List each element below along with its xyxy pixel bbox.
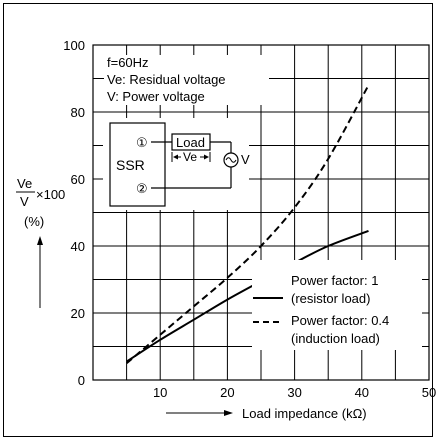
y-tick-label: 100 bbox=[63, 38, 85, 53]
y-axis-label: Ve V ×100 (%) bbox=[16, 176, 65, 308]
plot-area-border bbox=[92, 44, 430, 381]
tick-labels: 10 20 30 40 50 0 20 40 60 80 100 bbox=[63, 38, 436, 400]
terminal-1-label: ① bbox=[136, 135, 148, 150]
x-tick-label: 10 bbox=[153, 385, 167, 400]
x-axis-label: Load impedance (kΩ) bbox=[166, 406, 367, 421]
ve-arrow-left-head bbox=[173, 154, 178, 160]
x-tick-label: 40 bbox=[355, 385, 369, 400]
ssr-label: SSR bbox=[116, 157, 145, 173]
inset-circuit-diagram: SSR ① ② Load V Ve bbox=[103, 118, 250, 210]
annotation-frequency: f=60Hz bbox=[107, 55, 149, 70]
y-tick-label: 20 bbox=[71, 306, 85, 321]
annotation-v-definition: V: Power voltage bbox=[107, 89, 205, 104]
y-tick-label: 0 bbox=[78, 373, 85, 388]
y-label-numerator: Ve bbox=[17, 176, 32, 191]
legend-induction-line1: Power factor: 0.4 bbox=[291, 313, 389, 328]
x-tick-label: 20 bbox=[220, 385, 234, 400]
source-label: V bbox=[241, 152, 250, 167]
series-line-resistor bbox=[126, 229, 369, 363]
load-label: Load bbox=[176, 135, 205, 150]
legend-resistor-line2: (resistor load) bbox=[291, 291, 370, 306]
annotation-box bbox=[104, 55, 269, 105]
y-tick-label: 60 bbox=[71, 172, 85, 187]
y-label-up-arrow-head bbox=[37, 236, 43, 245]
ve-label: Ve bbox=[183, 150, 197, 164]
ve-arrow-right-head bbox=[204, 154, 209, 160]
terminal-2-label: ② bbox=[136, 181, 148, 196]
ac-sine-icon bbox=[225, 157, 237, 163]
x-label-right-arrow-head bbox=[224, 410, 233, 416]
y-label-multiplier: ×100 bbox=[36, 187, 65, 202]
annotation-ve-definition: Ve: Residual voltage bbox=[107, 72, 226, 87]
y-label-unit: (%) bbox=[24, 214, 44, 229]
legend: Power factor: 1 (resistor load) Power fa… bbox=[252, 260, 422, 350]
x-label-text: Load impedance (kΩ) bbox=[242, 406, 367, 421]
ssr-box bbox=[109, 122, 166, 207]
x-tick-label: 30 bbox=[287, 385, 301, 400]
y-tick-label: 40 bbox=[71, 239, 85, 254]
legend-background bbox=[252, 260, 422, 350]
legend-resistor-line1: Power factor: 1 bbox=[291, 273, 378, 288]
y-label-denominator: V bbox=[20, 194, 29, 209]
x-tick-label: 50 bbox=[422, 385, 436, 400]
series-group bbox=[125, 84, 370, 365]
series-line-induction bbox=[125, 84, 370, 365]
legend-induction-line2: (induction load) bbox=[291, 331, 380, 346]
y-tick-label: 80 bbox=[71, 105, 85, 120]
chart-frame bbox=[3, 3, 433, 437]
